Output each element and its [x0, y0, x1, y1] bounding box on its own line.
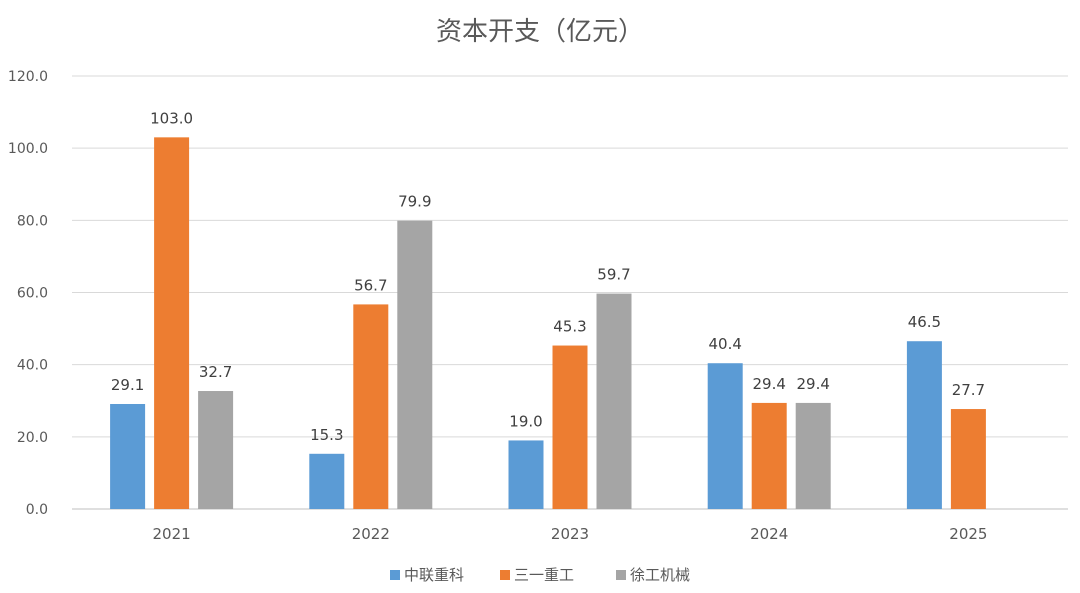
data-label: 19.0: [509, 412, 542, 430]
data-label: 46.5: [908, 313, 941, 331]
legend-swatch: [390, 570, 400, 580]
bar-中联重科-2025: [906, 341, 942, 509]
x-category-label: 2025: [949, 525, 987, 543]
bar-三一重工-2021: [154, 137, 190, 509]
data-label: 40.4: [708, 335, 741, 353]
legend: 中联重科 三一重工 徐工机械: [390, 566, 690, 584]
data-label: 32.7: [199, 363, 232, 381]
bar-三一重工-2025: [950, 409, 986, 509]
x-category-label: 2023: [551, 525, 589, 543]
bar-中联重科-2021: [110, 403, 146, 509]
y-tick-label: 0.0: [26, 502, 48, 518]
legend-swatch: [500, 570, 510, 580]
data-label: 29.1: [111, 376, 144, 394]
y-tick-label: 60.0: [17, 286, 48, 302]
legend-swatch: [616, 570, 626, 580]
data-label: 79.9: [398, 193, 431, 211]
y-tick-label: 40.0: [17, 358, 48, 374]
legend-label: 中联重科: [404, 566, 464, 584]
bar-三一重工-2024: [751, 402, 787, 509]
y-tick-label: 100.0: [8, 141, 48, 157]
bar-三一重工-2023: [552, 345, 588, 509]
bar-中联重科-2022: [309, 453, 345, 509]
legend-label: 徐工机械: [630, 566, 690, 584]
data-label: 29.4: [796, 375, 829, 393]
bar-三一重工-2022: [353, 304, 389, 509]
data-label: 56.7: [354, 276, 387, 294]
bar-中联重科-2023: [508, 440, 544, 509]
x-category-label: 2024: [750, 525, 788, 543]
data-label: 59.7: [597, 266, 630, 284]
bar-徐工机械-2024: [795, 402, 831, 509]
data-label: 29.4: [752, 375, 785, 393]
data-label: 15.3: [310, 426, 343, 444]
x-category-label: 2021: [153, 525, 191, 543]
bar-徐工机械-2022: [397, 220, 433, 510]
data-label: 103.0: [150, 109, 193, 127]
x-category-label: 2022: [352, 525, 390, 543]
bar-徐工机械-2023: [596, 293, 632, 509]
chart-title: 资本开支（亿元）: [436, 17, 644, 47]
bar-徐工机械-2021: [198, 391, 234, 509]
data-label: 27.7: [952, 381, 985, 399]
data-label: 45.3: [553, 318, 586, 336]
y-tick-label: 120.0: [8, 69, 48, 85]
bar-中联重科-2024: [707, 363, 743, 509]
y-tick-label: 20.0: [17, 430, 48, 446]
legend-label: 三一重工: [514, 566, 574, 584]
y-tick-label: 80.0: [17, 213, 48, 229]
